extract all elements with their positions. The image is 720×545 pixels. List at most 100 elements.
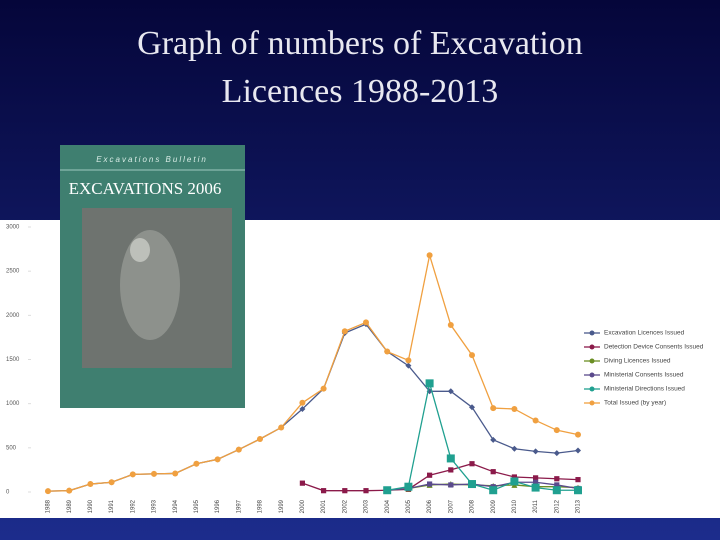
x-tick-label: 1996 (215, 499, 221, 513)
x-tick-label: 2002 (342, 499, 348, 513)
marker (490, 469, 496, 475)
marker (533, 475, 539, 481)
marker (575, 447, 581, 454)
marker (405, 357, 412, 364)
marker (448, 467, 454, 473)
legend-marker (589, 386, 595, 392)
marker (384, 348, 391, 355)
marker (447, 388, 454, 395)
marker (574, 486, 582, 495)
legend-label: Ministerial Consents Issued (604, 372, 684, 379)
marker (66, 487, 73, 494)
x-tick-label: 2008 (470, 499, 476, 513)
marker (342, 488, 348, 494)
x-tick-label: 2010 (512, 499, 518, 513)
marker (447, 322, 454, 329)
x-tick-label: 1999 (279, 499, 285, 513)
series-line (387, 481, 579, 491)
marker (235, 446, 242, 453)
marker (87, 481, 94, 488)
marker (214, 456, 221, 463)
x-tick-label: 2001 (321, 499, 327, 513)
y-tick-label: 1500 (6, 357, 20, 363)
x-tick-label: 2009 (491, 499, 497, 513)
legend-label: Ministerial Directions Issued (604, 386, 685, 393)
cover-series: Excavations Bulletin (96, 155, 208, 164)
series-line (47, 255, 579, 492)
marker (446, 454, 455, 463)
marker (108, 479, 115, 486)
x-tick-label: 1993 (152, 499, 158, 513)
legend-marker (589, 330, 595, 336)
x-tick-label: 1994 (173, 499, 179, 513)
marker (469, 461, 475, 467)
slide-title: Licences 1988-2013 (222, 73, 499, 110)
marker (129, 471, 136, 478)
marker (553, 427, 560, 434)
marker (172, 470, 179, 477)
marker (489, 486, 498, 495)
legend-marker (589, 344, 595, 350)
marker (575, 477, 581, 483)
legend-marker (589, 358, 595, 364)
marker (490, 436, 497, 443)
marker (151, 470, 157, 477)
marker (363, 488, 369, 494)
marker (533, 479, 539, 485)
marker (278, 424, 285, 431)
y-tick-label: 3000 (6, 225, 20, 231)
x-tick-label: 1988 (46, 499, 52, 513)
marker (363, 319, 369, 326)
y-tick-label: 1000 (6, 401, 20, 407)
x-tick-label: 1995 (194, 499, 200, 513)
legend-label: Diving Licences Issued (604, 358, 671, 365)
x-tick-label: 2003 (364, 499, 370, 513)
x-tick-label: 2011 (533, 499, 539, 513)
book-cover: Excavations Bulletin EXCAVATIONS 2006 (60, 145, 245, 408)
marker (341, 328, 348, 335)
marker (425, 379, 434, 388)
legend-marker (589, 400, 595, 406)
series-line (387, 383, 578, 491)
marker (383, 486, 392, 495)
legend-label: Detection Device Consents Issued (604, 344, 704, 351)
marker (320, 385, 327, 392)
y-tick-label: 2500 (6, 269, 20, 275)
slide-title: Graph of numbers of Excavation (137, 25, 583, 62)
marker (299, 399, 306, 406)
marker (554, 482, 560, 488)
x-tick-label: 1997 (236, 499, 242, 513)
marker (490, 405, 497, 412)
marker (469, 404, 475, 411)
x-tick-label: 2000 (300, 499, 306, 513)
marker (469, 352, 475, 359)
marker (511, 405, 518, 412)
marker (427, 472, 433, 478)
marker (553, 450, 560, 457)
legend-label: Total Issued (by year) (604, 400, 666, 407)
marker (468, 480, 476, 489)
x-tick-label: 2013 (576, 499, 582, 513)
legend-marker (589, 372, 595, 378)
marker (532, 448, 539, 455)
series-line (302, 463, 579, 492)
x-tick-label: 1998 (258, 499, 264, 513)
marker (531, 483, 540, 492)
x-tick-label: 2006 (427, 499, 433, 513)
marker (532, 417, 539, 424)
y-tick-label: 0 (6, 490, 10, 496)
y-tick-label: 2000 (6, 313, 20, 319)
y-tick-label: 500 (6, 445, 17, 451)
marker (257, 436, 263, 442)
marker (511, 445, 518, 452)
marker (193, 460, 200, 467)
x-tick-label: 1990 (88, 499, 94, 513)
marker (299, 405, 306, 412)
marker (511, 474, 517, 480)
legend-label: Excavation Licences Issued (604, 330, 685, 337)
marker (510, 477, 519, 486)
marker (405, 362, 412, 369)
x-tick-label: 2005 (406, 499, 412, 513)
x-tick-label: 2007 (448, 499, 454, 513)
